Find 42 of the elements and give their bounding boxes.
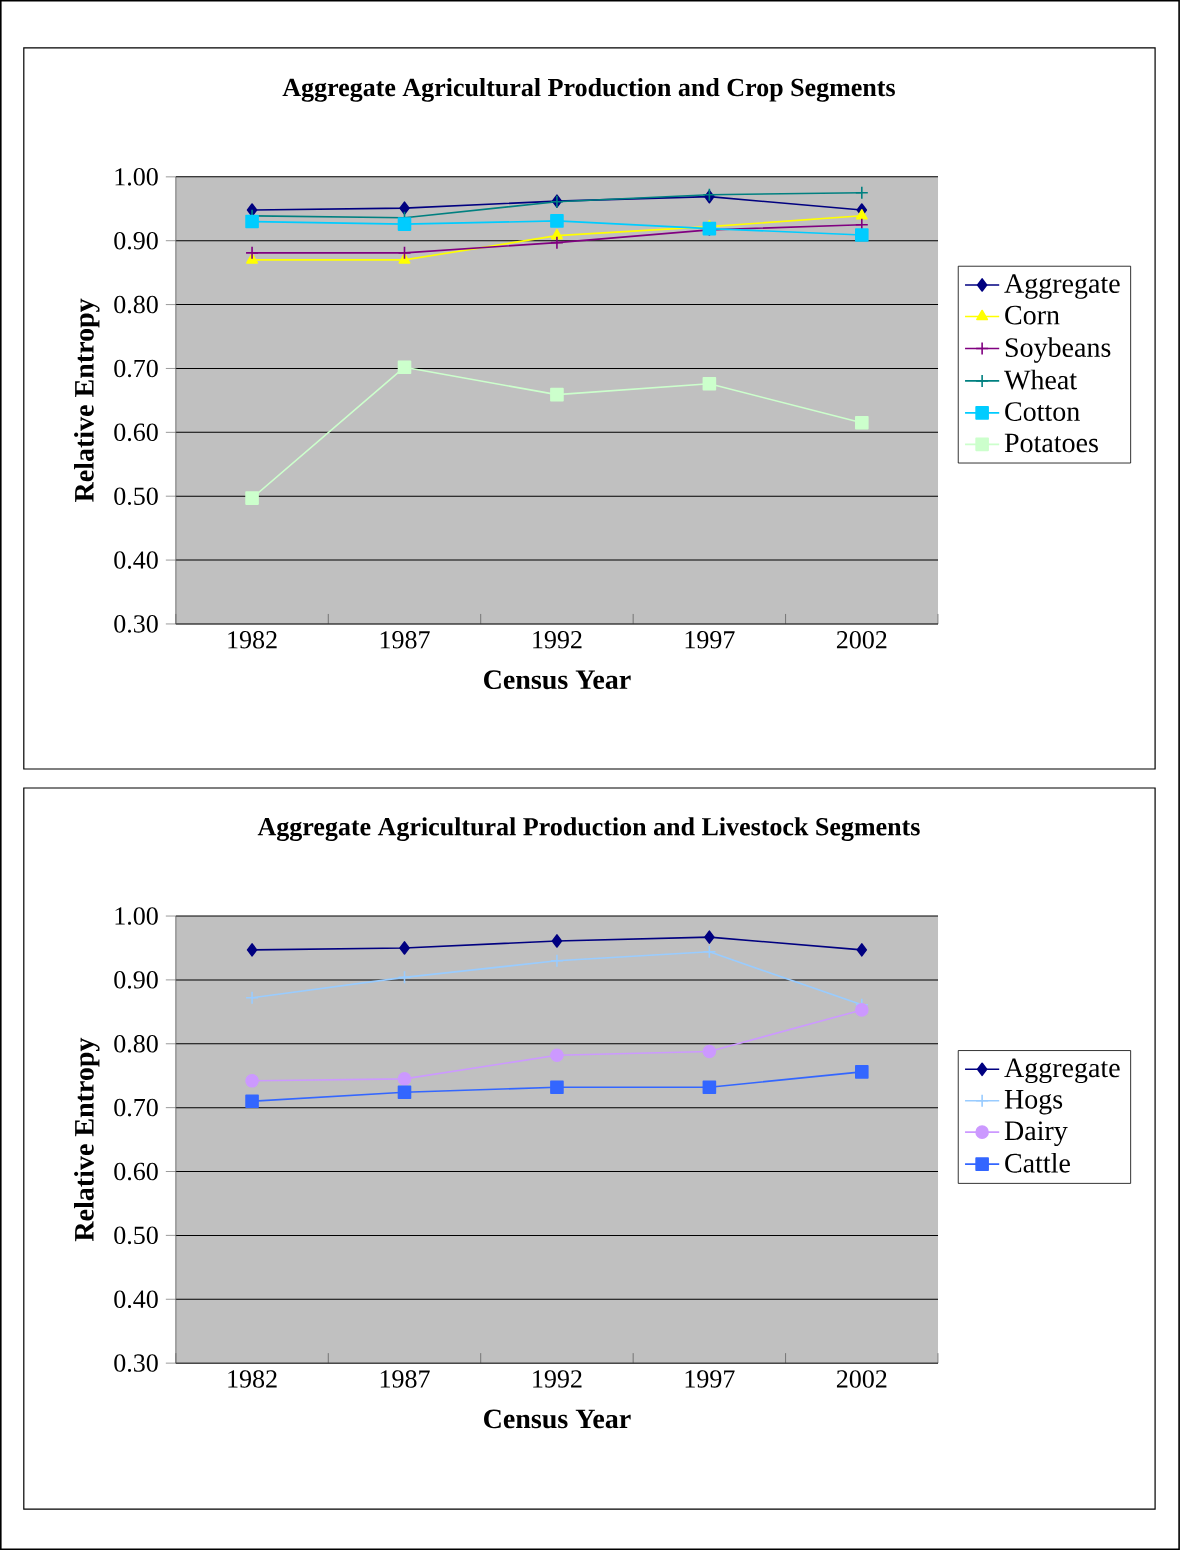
x-tick-label: 1997	[685, 631, 735, 649]
y-tick-label: 0.90	[114, 971, 158, 989]
y-tick-label: 0.40	[114, 551, 158, 569]
x-tick-label: 1992	[533, 1370, 582, 1388]
x-tick-label: 1992	[533, 631, 582, 649]
legend-label: Cotton	[1005, 402, 1080, 421]
y-tick-label: 0.50	[114, 487, 158, 506]
legend-label: Soybeans	[1005, 337, 1111, 363]
x-tick-label: 1987	[380, 631, 430, 649]
x-tick-label: 2002	[836, 1370, 887, 1388]
legend-label: Corn	[1005, 305, 1060, 325]
y-tick-label: 0.60	[114, 423, 158, 442]
x-tick-label: 1987	[380, 1370, 430, 1388]
y-tick-label: 0.70	[114, 359, 158, 378]
y-tick-label: 1.00	[115, 168, 158, 186]
y-tick-label: 1.00	[115, 907, 158, 925]
y-tick-label: 0.60	[114, 1162, 158, 1181]
x-tick-label: 2002	[836, 631, 887, 649]
chart-title: Aggregate Agricultural Production and Crop Segments	[282, 77, 895, 102]
y-tick-label: 0.50	[114, 1226, 158, 1245]
y-tick-label: 0.30	[114, 1354, 158, 1372]
y-tick-label: 0.40	[114, 1290, 158, 1309]
x-axis-title: Census Year	[484, 670, 631, 690]
y-tick-label: 0.30	[114, 615, 158, 633]
x-tick-label: 1982	[228, 631, 277, 649]
legend-label: Cattle	[1005, 1152, 1070, 1173]
legend-label: Hogs	[1004, 1090, 1063, 1115]
legend-label: Dairy	[1004, 1121, 1068, 1146]
y-tick-label: 0.80	[114, 295, 158, 314]
x-axis-title: Census Year	[484, 1409, 631, 1429]
legend-label: Aggregate	[1004, 1058, 1120, 1084]
y-tick-label: 0.70	[114, 1098, 158, 1117]
chart-title: Aggregate Agricultural Production and Livestock Segments	[257, 817, 920, 841]
legend-label: Potatoes	[1004, 433, 1098, 453]
legend-label: Wheat	[1004, 369, 1077, 390]
x-tick-label: 1982	[228, 1370, 277, 1388]
y-axis-title: Relative Entropy	[74, 298, 100, 502]
legend-label: Aggregate	[1004, 274, 1120, 299]
y-axis-title: Relative Entropy	[74, 1037, 100, 1242]
y-tick-label: 0.80	[114, 1034, 158, 1053]
x-tick-label: 1997	[685, 1370, 735, 1388]
y-tick-label: 0.90	[114, 231, 158, 250]
